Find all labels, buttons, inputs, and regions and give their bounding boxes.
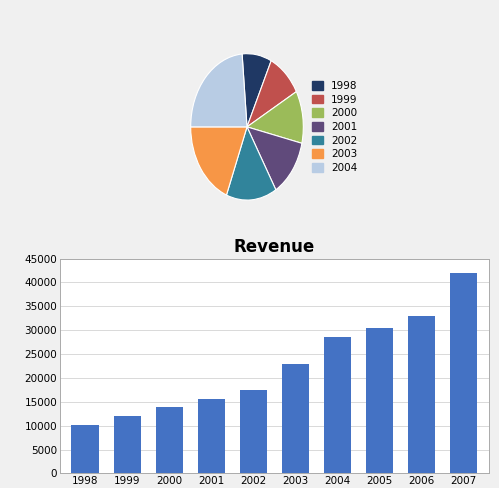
Bar — [408, 316, 435, 473]
Wedge shape — [242, 54, 271, 127]
Bar — [198, 399, 225, 473]
Bar — [324, 337, 351, 473]
Bar — [71, 425, 99, 473]
Bar — [366, 328, 393, 473]
Wedge shape — [247, 61, 296, 127]
Wedge shape — [191, 54, 247, 127]
Title: Revenue: Revenue — [234, 238, 315, 256]
Bar — [114, 416, 141, 473]
Wedge shape — [191, 127, 247, 195]
Bar — [240, 390, 267, 473]
Bar — [450, 273, 478, 473]
Wedge shape — [247, 92, 303, 143]
Wedge shape — [227, 127, 276, 200]
Legend: 1998, 1999, 2000, 2001, 2002, 2003, 2004: 1998, 1999, 2000, 2001, 2002, 2003, 2004 — [312, 81, 357, 173]
Wedge shape — [247, 127, 302, 190]
Bar — [282, 364, 309, 473]
Bar — [156, 407, 183, 473]
